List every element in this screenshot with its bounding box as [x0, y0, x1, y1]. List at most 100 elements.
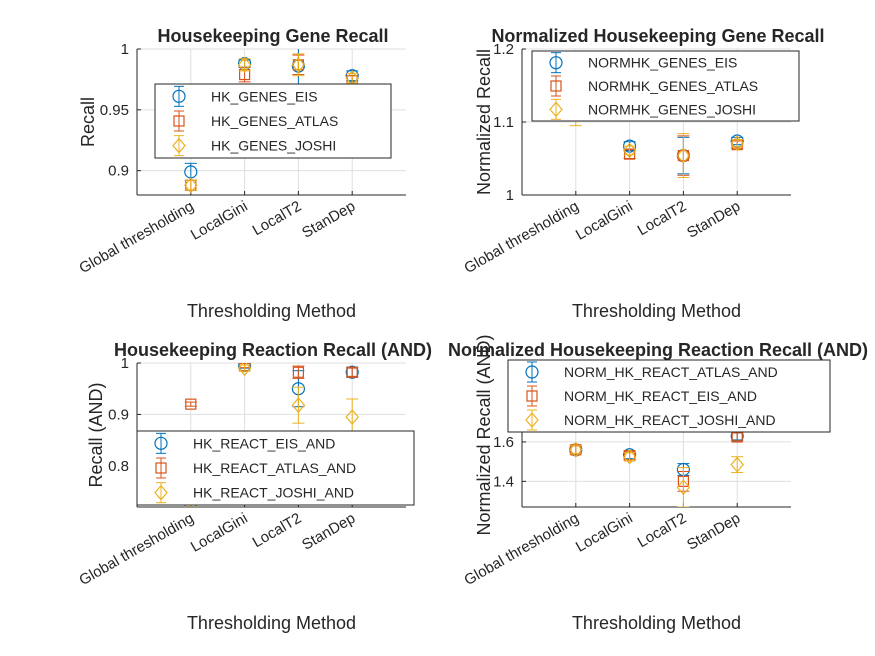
- data-point-diamond: [345, 409, 359, 425]
- data-point-diamond: [184, 177, 198, 194]
- series-3: [184, 53, 359, 194]
- data-layer: [184, 49, 359, 194]
- x-tick-label: LocalT2: [250, 198, 305, 239]
- data-point-diamond: [676, 479, 691, 496]
- legend: NORM_HK_REACT_ATLAS_AND NORM_HK_REACT_EIS…: [507, 359, 831, 433]
- legend-entry: NORMHK_GENES_ATLAS: [588, 78, 758, 94]
- y-tick-label: 1: [506, 187, 514, 204]
- legend-box: [154, 83, 392, 159]
- y-axis-label: Normalized Recall (AND): [474, 334, 494, 535]
- legend-entry: NORM_HK_REACT_JOSHI_AND: [564, 412, 776, 428]
- legend-entry: HK_REACT_ATLAS_AND: [193, 460, 356, 476]
- x-axis-label: Thresholding Method: [187, 301, 356, 321]
- x-axis-label: Thresholding Method: [572, 613, 741, 633]
- x-tick-label: Global thresholding: [76, 198, 196, 277]
- legend-entry: HK_REACT_EIS_AND: [193, 435, 335, 451]
- data-point-diamond: [730, 456, 744, 473]
- x-axis-label: Thresholding Method: [187, 613, 356, 633]
- legend-marker-diamond: [172, 137, 186, 154]
- y-tick-label: 1.1: [493, 114, 514, 131]
- data-point-square: [292, 366, 304, 378]
- data-point-diamond: [291, 56, 306, 73]
- data-point-diamond: [569, 441, 583, 458]
- legend: HK_REACT_EIS_AND HK_REACT_ATLAS_AND HK_REA…: [136, 430, 415, 506]
- x-tick-label: Global thresholding: [461, 198, 581, 277]
- y-tick-label: 1: [121, 41, 129, 58]
- data-point-square: [570, 444, 582, 456]
- legend-entry: HK_GENES_ATLAS: [211, 113, 338, 129]
- data-point-diamond: [730, 135, 744, 152]
- chart-title: Housekeeping Gene Recall: [157, 26, 388, 46]
- x-tick-label: StanDep: [684, 510, 743, 554]
- legend-entry: NORM_HK_REACT_ATLAS_AND: [564, 364, 778, 380]
- legend-entry: NORM_HK_REACT_EIS_AND: [564, 388, 757, 404]
- x-tick-label: Global thresholding: [76, 510, 196, 589]
- data-point-diamond: [622, 448, 637, 465]
- y-tick-label: 0.9: [108, 163, 129, 180]
- data-point-square: [185, 398, 197, 410]
- series-1: [569, 429, 744, 477]
- x-tick-label: LocalGini: [188, 198, 251, 244]
- legend-marker-square: [526, 390, 538, 402]
- data-layer: [569, 429, 744, 507]
- data-point-diamond: [291, 397, 306, 414]
- data-point-circle: [345, 365, 359, 379]
- x-tick-label: StanDep: [684, 198, 743, 242]
- data-point-diamond: [237, 56, 252, 73]
- y-tick-label: 1.2: [493, 41, 514, 58]
- legend-marker-square: [550, 80, 562, 92]
- legend: NORMHK_GENES_EIS NORMHK_GENES_ATLAS NORMHK…: [531, 50, 800, 122]
- x-tick-label: StanDep: [299, 510, 358, 554]
- x-tick-label: LocalGini: [573, 510, 636, 556]
- legend-entry: HK_GENES_EIS: [211, 88, 318, 104]
- data-point-diamond: [676, 147, 691, 164]
- x-tick-label: StanDep: [299, 198, 358, 242]
- chart-title: Normalized Housekeeping Reaction Recall …: [448, 340, 868, 360]
- legend-marker-circle: [154, 436, 168, 450]
- x-tick-label: LocalGini: [188, 510, 251, 556]
- series-3: [569, 441, 744, 507]
- legend-marker-circle: [172, 89, 186, 103]
- legend-marker-diamond: [154, 484, 168, 501]
- x-tick-label: LocalGini: [573, 198, 636, 244]
- legend-marker-circle: [549, 56, 563, 70]
- legend-box: [136, 430, 415, 506]
- y-axis-label: Recall (AND): [86, 382, 106, 487]
- legend-marker-square: [173, 115, 185, 127]
- y-tick-label: 0.9: [108, 406, 129, 423]
- y-tick-label: 0.95: [100, 102, 129, 119]
- x-tick-label: LocalT2: [250, 510, 305, 551]
- y-axis-label: Recall: [78, 97, 98, 147]
- y-tick-label: 1.6: [493, 434, 514, 451]
- series-2: [569, 431, 744, 492]
- data-point-diamond: [237, 363, 252, 377]
- data-point-diamond: [622, 142, 637, 159]
- legend-entry: NORMHK_GENES_JOSHI: [588, 101, 756, 117]
- legend-marker-circle: [525, 365, 539, 379]
- chart-title: Housekeeping Reaction Recall (AND): [114, 340, 432, 360]
- x-tick-label: LocalT2: [635, 198, 690, 239]
- legend-box: [507, 359, 831, 433]
- x-tick-label: LocalT2: [635, 510, 690, 551]
- legend-marker-diamond: [549, 101, 563, 118]
- legend-entry: HK_REACT_JOSHI_AND: [193, 485, 354, 501]
- y-tick-label: 0.8: [108, 458, 129, 475]
- legend-entry: HK_GENES_JOSHI: [211, 138, 336, 154]
- legend-entry: NORMHK_GENES_EIS: [588, 55, 737, 71]
- legend-marker-square: [155, 462, 167, 474]
- y-tick-label: 1: [121, 355, 129, 372]
- y-tick-label: 1.4: [493, 473, 514, 490]
- legend: HK_GENES_EIS HK_GENES_ATLAS HK_GENES_JOSHI: [154, 83, 392, 159]
- x-axis-label: Thresholding Method: [572, 301, 741, 321]
- series-2: [184, 363, 359, 410]
- legend-marker-diamond: [525, 412, 539, 428]
- y-axis-label: Normalized Recall: [474, 49, 494, 195]
- legend-box: [531, 50, 800, 122]
- chart-title: Normalized Housekeeping Gene Recall: [491, 26, 824, 46]
- data-point-square: [346, 366, 358, 378]
